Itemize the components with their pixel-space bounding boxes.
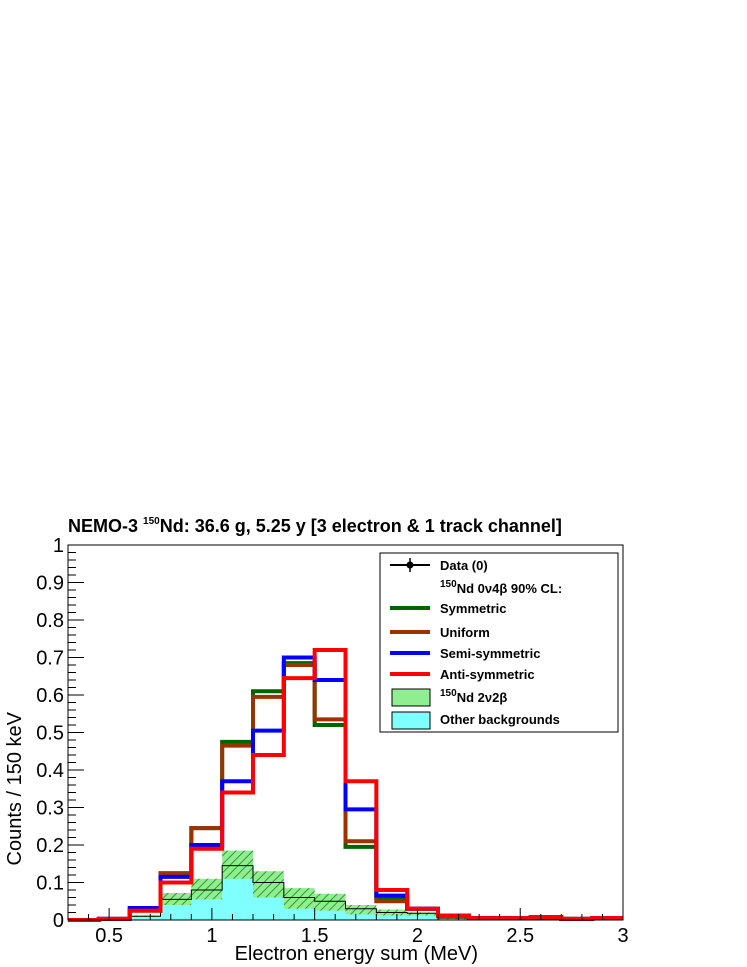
other-background-bar [376,915,408,920]
other-background-bar [222,878,253,920]
legend-swatch-other-backgrounds [391,711,431,730]
y-tick-label: 0.4 [36,760,64,782]
y-tick-label: 0 [53,910,64,932]
legend-entry-uniform: Uniform [390,625,490,640]
other-background-bar [191,899,223,920]
legend-label-symmetric: Symmetric [440,601,506,616]
chart-title: NEMO-3 150Nd: 36.6 g, 5.25 y [3 electron… [68,516,562,536]
x-tick-label: 1.5 [301,925,329,947]
legend-entry-anti-symmetric: Anti-symmetric [390,667,535,682]
y-tick-label: 0.6 [36,685,64,707]
twonu-bar [376,909,408,920]
y-tick-label: 0.5 [36,723,64,745]
y-axis-label: Counts / 150 keV [4,711,26,865]
legend: Data (0) 150Nd 0ν4β 90% CL: Symmetric Un… [379,552,619,733]
legend-entry-other-backgrounds: Other backgrounds [391,711,560,730]
legend-label-other-backgrounds: Other backgrounds [440,712,560,727]
legend-label-semi-symmetric: Semi-symmetric [440,646,540,661]
x-tick-label: 0.5 [95,925,123,947]
legend-entry-symmetric: Symmetric [390,601,506,616]
legend-entry-2nu2b: 150Nd 2ν2β [391,688,507,707]
y-tick-label: 0.7 [36,648,64,670]
series-anti-symmetric [68,648,623,922]
x-tick-label: 1 [206,925,217,947]
x-tick-label: 3 [617,925,628,947]
legend-header: 150Nd 0ν4β 90% CL: [440,579,562,596]
other-background-bar [160,905,192,920]
x-tick-label: 2.5 [506,925,534,947]
other-background-bar [314,910,346,920]
y-tick-label: 0.8 [36,610,64,632]
twonu-bar [438,918,469,920]
other-background-bar [407,915,438,920]
legend-entry-data: Data (0) [390,558,488,573]
y-tick-label: 0.2 [36,835,64,857]
legend-label-data: Data (0) [440,558,488,573]
y-tick-label: 0.9 [36,573,64,595]
y-tick-label: 0.3 [36,798,64,820]
legend-label-anti-symmetric: Anti-symmetric [440,667,535,682]
y-tick-label: 1 [53,535,64,557]
other-background-bar [345,914,377,920]
legend-swatch-2nu2b [391,688,431,707]
legend-entry-semi-symmetric: Semi-symmetric [390,646,540,661]
ticks: 0.5 1 1.5 2 2.5 3 0 0.1 0.2 0.3 0.4 0.5 0.6 0.7 0.8 0.9… [36,535,628,947]
x-tick-label: 2 [412,925,423,947]
data-marker-point [406,561,414,569]
background-stack [68,850,623,921]
legend-label-2nu2b: 150Nd 2ν2β [440,688,507,705]
y-tick-label: 0.1 [36,873,64,895]
signal-series [68,648,623,922]
legend-label-uniform: Uniform [440,625,490,640]
other-background-bar [283,908,315,920]
x-axis-label: Electron energy sum (MeV) [235,943,478,965]
other-background-bar [253,897,284,920]
other-background-bar [129,917,161,920]
